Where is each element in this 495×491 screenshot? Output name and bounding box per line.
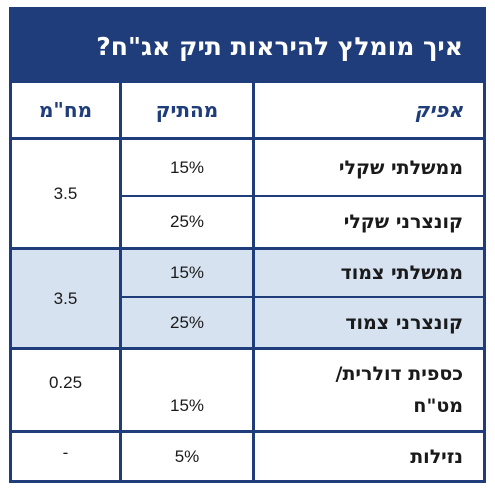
row-label: נזילות (410, 445, 463, 468)
divider (12, 137, 483, 140)
divider (12, 247, 483, 250)
row-allocation: 15% (169, 396, 205, 415)
row-label: קונצרני צמוד (345, 311, 463, 334)
row-label: ממשלתי צמוד (340, 262, 463, 284)
row-allocation: 25% (169, 212, 205, 231)
duration-value: 0.25 (48, 373, 83, 392)
header-afik: אפיק (414, 98, 463, 122)
row-label: ממשלתי שקלי (338, 156, 463, 179)
duration-value: - (62, 443, 69, 462)
row-allocation: 25% (169, 312, 205, 332)
divider (119, 83, 122, 480)
header-mehatik: מהתיק (155, 98, 219, 122)
duration-value: 3.5 (53, 183, 78, 203)
table-title: איך מומלץ להיראות תיק אג"ח? (12, 10, 483, 83)
row-label: קונצרני שקלי (343, 211, 463, 233)
row-label: כספית דולרית/ מט"ח (335, 363, 464, 417)
divider (121, 195, 483, 197)
divider (12, 430, 483, 433)
bond-portfolio-table: איך מומלץ להיראות תיק אג"ח? אפיק מהתיק מ… (9, 7, 486, 483)
header-mahm: מח"מ (38, 98, 93, 122)
divider (12, 347, 483, 350)
row-allocation: 15% (169, 263, 205, 282)
duration-value: 3.5 (53, 288, 78, 308)
row-allocation: 15% (169, 157, 205, 177)
row-allocation: 5% (174, 446, 200, 466)
divider (252, 83, 255, 480)
divider (121, 296, 483, 298)
shaded-group-background (12, 249, 483, 347)
